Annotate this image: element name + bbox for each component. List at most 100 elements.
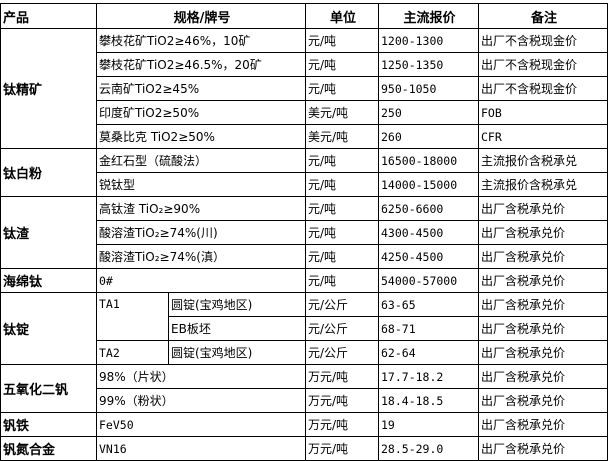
header-spec: 规格/牌号 <box>96 3 306 29</box>
price-cell: 68-71 <box>378 316 479 341</box>
note-cell: 出厂含税承兑价 <box>478 436 608 461</box>
unit-cell: 元/吨 <box>305 148 379 173</box>
unit-cell: 元/吨 <box>305 52 379 77</box>
unit-cell: 万元/吨 <box>305 412 379 437</box>
price-cell: 950-1050 <box>378 76 479 101</box>
spec-cell: 锐钛型 <box>96 172 306 197</box>
product-name: 五氧化二钒 <box>0 364 97 413</box>
unit-cell: 元/吨 <box>305 28 379 53</box>
price-table: 产品 规格/牌号 单位 主流报价 备注 钛精矿 攀枝花矿TiO2≥46%，10矿… <box>0 3 608 461</box>
unit-cell: 元/吨 <box>305 76 379 101</box>
spec-cell: 攀枝花矿TiO2≥46.5%，20矿 <box>96 52 306 77</box>
table-row: 云南矿TiO2≥45% 元/吨 950-1050 出厂不含税现金价 <box>1 76 608 101</box>
table-row: 99%（粉状） 万元/吨 18.4-18.5 出厂含税承兑价 <box>1 388 608 413</box>
header-price: 主流报价 <box>378 3 479 29</box>
table-row: 锐钛型 元/吨 14000-15000 主流报价含税承兑 <box>1 172 608 197</box>
price-cell: 4300-4500 <box>378 220 479 245</box>
price-cell: 54000-57000 <box>378 268 479 293</box>
spec-cell: 酸溶渣TiO₂≥74%(滇） <box>96 244 306 269</box>
table-row: 酸溶渣TiO₂≥74%(川) 元/吨 4300-4500 出厂含税承兑价 <box>1 220 608 245</box>
table-row: EB板坯 元/公斤 68-71 出厂含税承兑价 <box>1 316 608 341</box>
price-cell: 16500-18000 <box>378 148 479 173</box>
price-cell: 4250-4500 <box>378 244 479 269</box>
table-row: 钛精矿 攀枝花矿TiO2≥46%，10矿 元/吨 1200-1300 出厂不含税… <box>0 28 608 149</box>
note-cell: 出厂含税承兑价 <box>478 388 608 413</box>
table-row: 五氧化二钒 98%（片状） 万元/吨 17.7-18.2 出厂含税承兑价 <box>0 364 608 413</box>
table-row: 钛锭 TA1 圆锭(宝鸡地区) 元/公斤 63-65 出厂含税承兑价 <box>0 292 608 365</box>
product-name: 钛渣 <box>0 196 97 269</box>
note-cell: 主流报价含税承兑 <box>478 172 608 197</box>
spec-cell: 98%（片状） <box>96 364 306 389</box>
note-cell: 主流报价含税承兑 <box>478 148 608 173</box>
unit-cell: 元/吨 <box>305 268 379 293</box>
unit-cell: 元/公斤 <box>305 316 379 341</box>
spec-cell: 99%（粉状） <box>96 388 306 413</box>
header-row: 产品 规格/牌号 单位 主流报价 备注 <box>0 3 608 29</box>
form-cell: EB板坯 <box>168 316 306 341</box>
spec-cell: 0# <box>96 268 306 293</box>
unit-cell: 元/公斤 <box>305 292 379 317</box>
price-cell: 63-65 <box>378 292 479 317</box>
table-row: 印度矿TiO2≥50% 美元/吨 250 FOB <box>1 100 608 125</box>
form-cell: 圆锭(宝鸡地区) <box>168 292 306 317</box>
note-cell: 出厂含税承兑价 <box>478 340 608 365</box>
table-row: 莫桑比克 TiO2≥50% 美元/吨 260 CFR <box>1 124 608 149</box>
table-row: 钒氮合金 VN16 万元/吨 28.5-29.0 出厂含税承兑价 <box>0 436 608 461</box>
price-cell: 1250-1350 <box>378 52 479 77</box>
spec-cell: VN16 <box>96 436 306 461</box>
unit-cell: 万元/吨 <box>305 436 379 461</box>
spec-cell: FeV50 <box>96 412 306 437</box>
note-cell: 出厂不含税现金价 <box>478 28 608 53</box>
table-row: 钛白粉 金红石型（硫酸法） 元/吨 16500-18000 主流报价含税承兑 <box>0 148 608 197</box>
spec-cell: 攀枝花矿TiO2≥46%，10矿 <box>96 28 306 53</box>
note-cell: 出厂含税承兑价 <box>478 364 608 389</box>
unit-cell: 元/吨 <box>305 220 379 245</box>
price-cell: 14000-15000 <box>378 172 479 197</box>
header-product: 产品 <box>0 3 97 29</box>
price-cell: 62-64 <box>378 340 479 365</box>
price-cell: 1200-1300 <box>378 28 479 53</box>
spec-cell: 云南矿TiO2≥45% <box>96 76 306 101</box>
price-cell: 260 <box>378 124 479 149</box>
product-name: 海绵钛 <box>0 268 97 293</box>
unit-cell: 元/吨 <box>305 244 379 269</box>
table-row: 钒铁 FeV50 万元/吨 19 出厂含税承兑价 <box>0 412 608 437</box>
note-cell: 出厂含税承兑价 <box>478 292 608 317</box>
unit-cell: 元/公斤 <box>305 340 379 365</box>
note-cell: 出厂含税承兑价 <box>478 268 608 293</box>
note-cell: 出厂含税承兑价 <box>478 316 608 341</box>
note-cell: CFR <box>478 124 608 149</box>
note-cell: FOB <box>478 100 608 125</box>
table-row: 钛渣 高钛渣 TiO₂≥90% 元/吨 6250-6600 出厂含税承兑价 <box>0 196 608 269</box>
unit-cell: 美元/吨 <box>305 124 379 149</box>
product-name: 钒氮合金 <box>0 436 97 461</box>
note-cell: 出厂含税承兑价 <box>478 244 608 269</box>
spec-cell: 酸溶渣TiO₂≥74%(川) <box>96 220 306 245</box>
note-cell: 出厂不含税现金价 <box>478 76 608 101</box>
note-cell: 出厂含税承兑价 <box>478 220 608 245</box>
form-cell: 圆锭(宝鸡地区) <box>168 340 306 365</box>
product-name: 钛锭 <box>0 292 97 365</box>
unit-cell: 万元/吨 <box>305 364 379 389</box>
spec-cell: 印度矿TiO2≥50% <box>96 100 306 125</box>
grade-cell: TA2 <box>96 340 169 365</box>
product-name: 钒铁 <box>0 412 97 437</box>
unit-cell: 万元/吨 <box>305 388 379 413</box>
spec-cell: 高钛渣 TiO₂≥90% <box>96 196 306 221</box>
product-name: 钛白粉 <box>0 148 97 197</box>
unit-cell: 元/吨 <box>305 172 379 197</box>
unit-cell: 美元/吨 <box>305 100 379 125</box>
table-row: 酸溶渣TiO₂≥74%(滇） 元/吨 4250-4500 出厂含税承兑价 <box>1 244 608 269</box>
spec-cell: 金红石型（硫酸法） <box>96 148 306 173</box>
price-cell: 6250-6600 <box>378 196 479 221</box>
price-cell: 19 <box>378 412 479 437</box>
price-cell: 28.5-29.0 <box>378 436 479 461</box>
note-cell: 出厂含税承兑价 <box>478 412 608 437</box>
unit-cell: 元/吨 <box>305 196 379 221</box>
grade-cell: TA1 <box>96 292 169 341</box>
spec-cell: 莫桑比克 TiO2≥50% <box>96 124 306 149</box>
table-row: 海绵钛 0# 元/吨 54000-57000 出厂含税承兑价 <box>0 268 608 293</box>
note-cell: 出厂含税承兑价 <box>478 196 608 221</box>
note-cell: 出厂不含税现金价 <box>478 52 608 77</box>
table-row: 攀枝花矿TiO2≥46.5%，20矿 元/吨 1250-1350 出厂不含税现金… <box>1 52 608 77</box>
